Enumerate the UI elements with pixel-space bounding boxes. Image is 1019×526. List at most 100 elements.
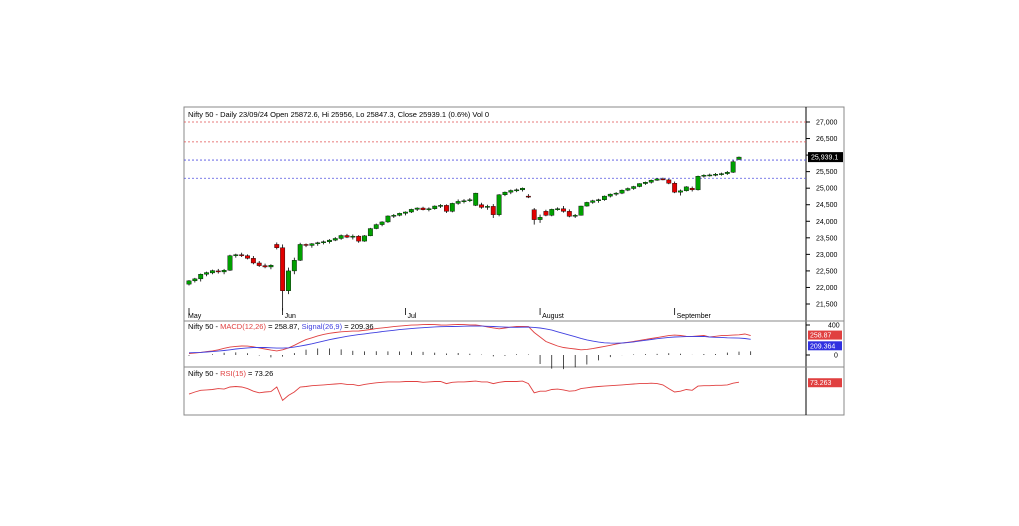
candle-body — [514, 189, 520, 192]
candle-body — [303, 244, 309, 246]
macd-axis-label: 400 — [828, 323, 840, 330]
candle-body — [367, 228, 373, 237]
candle-body — [268, 265, 274, 268]
candle-body — [274, 244, 280, 248]
candle-body — [239, 254, 245, 256]
price-axis-label: 26,500 — [816, 136, 838, 143]
candle-body — [420, 207, 426, 210]
candle-body — [233, 254, 239, 256]
candle-body — [631, 186, 637, 189]
candle-body — [713, 174, 719, 176]
candle-body — [403, 211, 408, 214]
price-axis-label: 23,500 — [816, 235, 838, 242]
candle-body — [215, 270, 221, 273]
candle-body — [332, 238, 338, 241]
candle-body — [414, 207, 420, 210]
candle-body — [602, 195, 607, 200]
candle-body — [549, 209, 555, 216]
price-axis-label: 23,000 — [816, 252, 838, 259]
candle-body — [719, 173, 724, 175]
price-axis-label: 22,000 — [816, 285, 838, 292]
last-price-label: 25,939.1 — [811, 155, 838, 162]
macd-line — [188, 323, 751, 354]
candle-body — [683, 186, 689, 192]
candle-body — [321, 241, 326, 243]
candle-body — [373, 224, 379, 229]
candle-body — [613, 192, 619, 195]
candle-body — [444, 205, 449, 212]
date-axis-label: August — [542, 313, 564, 320]
candle-body — [484, 206, 490, 208]
macd-value-tag — [808, 330, 842, 340]
candle-body — [537, 217, 543, 220]
date-axis-label: September — [677, 313, 712, 320]
candle-body — [350, 235, 356, 238]
rsi-header: Nifty 50 - RSI(15) = 73.26 — [188, 369, 273, 378]
candle-body — [619, 189, 625, 194]
candle-body — [607, 193, 613, 197]
candle-body — [362, 235, 367, 242]
candle-body — [438, 205, 444, 207]
candle-body — [531, 209, 537, 220]
price-axis-label: 25,500 — [816, 169, 838, 176]
candle-body — [280, 247, 286, 291]
candle-body — [654, 178, 660, 181]
candle-body — [391, 215, 397, 217]
candle-body — [467, 199, 473, 201]
price-header-symbol: Nifty 50 — [188, 110, 213, 119]
macd-value-label: 258.87 — [810, 333, 832, 340]
price-axis-label: 21,500 — [816, 302, 838, 309]
candle-body — [502, 191, 508, 195]
candle-body — [678, 190, 683, 193]
candle-body — [256, 262, 262, 266]
macd-header-value: = 258.87, — [268, 322, 300, 331]
candle-body — [344, 235, 350, 238]
candle-body — [572, 215, 578, 217]
candle-body — [520, 187, 525, 191]
candle-body — [338, 235, 344, 239]
candle-body — [707, 174, 713, 177]
candle-body — [584, 202, 590, 207]
candle-body — [730, 161, 736, 173]
candle-body — [473, 192, 479, 206]
macd-header-label: MACD(12,26) — [220, 322, 266, 331]
candle-body — [408, 209, 414, 213]
macd-axis-label: 0 — [834, 353, 838, 360]
candle-body — [250, 258, 256, 264]
candle-body — [209, 270, 215, 274]
candle-body — [379, 221, 385, 225]
candle-body — [327, 239, 332, 242]
candle-body — [736, 156, 742, 160]
candle-body — [543, 211, 549, 216]
candle-body — [724, 172, 730, 174]
candle-body — [204, 272, 209, 275]
macd-header-symbol: Nifty 50 — [188, 322, 213, 331]
price-pane: 27,00026,50026,00025,50025,00024,50024,0… — [184, 120, 843, 320]
rsi-header-value: = 73.26 — [248, 369, 273, 378]
candle-body — [479, 204, 484, 208]
rsi-value-label: 73.263 — [810, 380, 832, 387]
candle-body — [578, 205, 584, 216]
candle-body — [642, 182, 648, 184]
rsi-value-tag — [808, 378, 842, 388]
candle-body — [385, 215, 391, 223]
candle-body — [192, 278, 198, 282]
candle-body — [590, 200, 596, 203]
signal-value-tag — [808, 341, 842, 351]
candle-body — [555, 208, 561, 210]
candle-body — [449, 203, 455, 212]
rsi-pane: 73.263 — [188, 378, 842, 402]
candle-body — [245, 255, 250, 259]
candle-body — [356, 235, 362, 242]
candle-body — [625, 188, 631, 191]
candle-body — [701, 175, 707, 177]
chart-frame — [183, 106, 845, 416]
signal-header-value: = 209.36 — [344, 322, 373, 331]
rsi-line — [188, 380, 740, 402]
price-axis-label: 24,000 — [816, 219, 838, 226]
candle-body — [309, 243, 315, 246]
candle-body — [221, 270, 227, 273]
candle-body — [672, 183, 678, 193]
rsi-header-label: RSI(15) — [220, 369, 246, 378]
